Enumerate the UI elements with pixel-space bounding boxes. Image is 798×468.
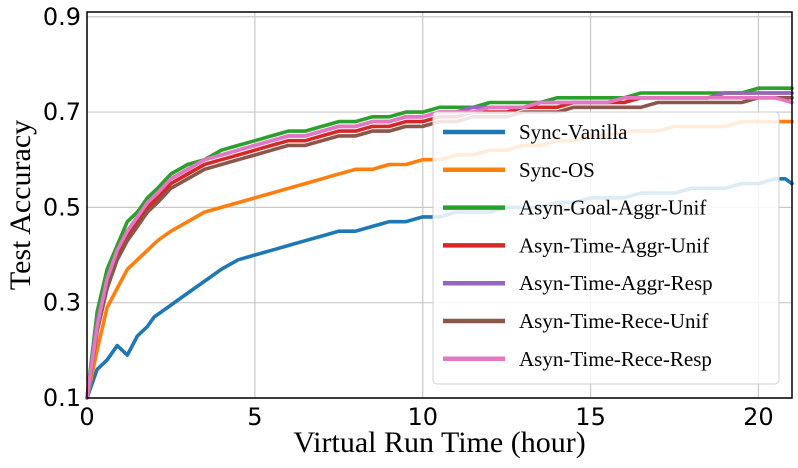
series-line-asyn-time-rece-resp: [85, 96, 794, 400]
legend-label: Sync-OS: [519, 158, 595, 182]
legend-label: Asyn-Time-Aggr-Resp: [519, 271, 713, 295]
legend-label: Asyn-Time-Rece-Resp: [519, 347, 712, 371]
legend-label: Asyn-Time-Aggr-Unif: [519, 233, 709, 257]
legend-label: Asyn-Time-Rece-Unif: [519, 309, 708, 333]
series-line-asyn-time-rece-unif: [85, 96, 794, 400]
y-tick-label: 0.1: [43, 384, 81, 412]
series-lines: [85, 86, 794, 400]
legend: Sync-Vanilla Sync-OS Asyn-Goal-Aggr-Unif As…: [432, 111, 780, 385]
series-line-asyn-goal-aggr-unif: [85, 86, 794, 400]
y-axis-ticks: 0.1 0.3 0.5 0.7 0.9: [43, 3, 81, 412]
y-axis-label: Test Accuracy: [4, 120, 37, 290]
x-tick-label: 0: [79, 403, 94, 431]
x-axis-label: Virtual Run Time (hour): [293, 426, 585, 459]
legend-box: [432, 111, 780, 385]
x-axis-ticks: 0 5 10 15 20: [79, 403, 773, 431]
x-tick-label: 15: [575, 403, 606, 431]
y-tick-label: 0.3: [43, 289, 81, 317]
y-tick-label: 0.5: [43, 193, 81, 221]
plot-frame: [86, 11, 793, 399]
legend-label: Asyn-Goal-Aggr-Unif: [519, 196, 706, 220]
y-tick-label: 0.9: [43, 3, 81, 31]
y-tick-label: 0.7: [43, 98, 81, 126]
x-tick-label: 5: [247, 403, 262, 431]
x-tick-label: 20: [743, 403, 774, 431]
x-tick-label: 10: [407, 403, 438, 431]
legend-label: Sync-Vanilla: [519, 120, 628, 144]
